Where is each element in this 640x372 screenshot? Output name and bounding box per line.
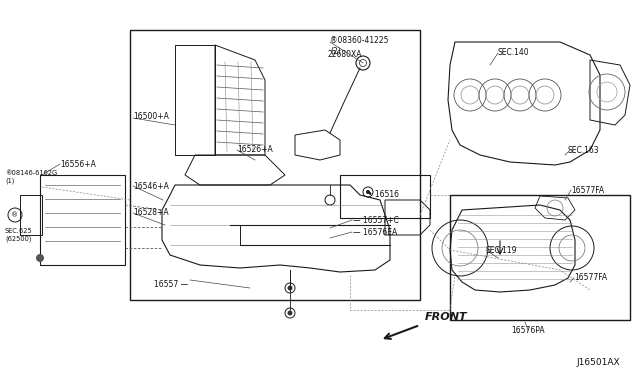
Text: 16577FA: 16577FA: [571, 186, 604, 195]
Text: 16546+A: 16546+A: [133, 182, 169, 191]
Circle shape: [36, 254, 44, 262]
Text: 16556+A: 16556+A: [60, 160, 96, 169]
Text: ®: ®: [12, 212, 19, 218]
Text: FRONT: FRONT: [425, 312, 468, 322]
Text: — 16557+C: — 16557+C: [353, 216, 399, 225]
Bar: [130, 30, 420, 300]
Bar: [450, 195, 630, 320]
Text: • 16516: • 16516: [368, 190, 399, 199]
Bar: [20, 195, 42, 235]
Text: 22680XA: 22680XA: [328, 50, 362, 59]
Text: SEC.625
(62500): SEC.625 (62500): [5, 228, 33, 242]
Circle shape: [366, 190, 370, 194]
Text: — 16576EA: — 16576EA: [353, 228, 397, 237]
Text: 16528+A: 16528+A: [133, 208, 168, 217]
Text: 16576PA: 16576PA: [511, 326, 545, 335]
Text: 16500+A: 16500+A: [133, 112, 169, 121]
Text: 16557 —: 16557 —: [154, 280, 188, 289]
Text: J16501AX: J16501AX: [577, 358, 620, 367]
Text: SEC.140: SEC.140: [498, 48, 530, 57]
Text: ®08360-41225
(2): ®08360-41225 (2): [330, 36, 388, 56]
Text: 16577FA: 16577FA: [574, 273, 607, 282]
Text: ®08146-6162G
(1): ®08146-6162G (1): [5, 170, 57, 184]
Text: SEC.163: SEC.163: [568, 146, 600, 155]
Circle shape: [287, 311, 292, 315]
Text: 16526+A: 16526+A: [237, 145, 273, 154]
Bar: [40, 175, 125, 265]
Bar: [340, 175, 430, 218]
Circle shape: [287, 285, 292, 291]
Text: SEC.119: SEC.119: [486, 246, 518, 255]
